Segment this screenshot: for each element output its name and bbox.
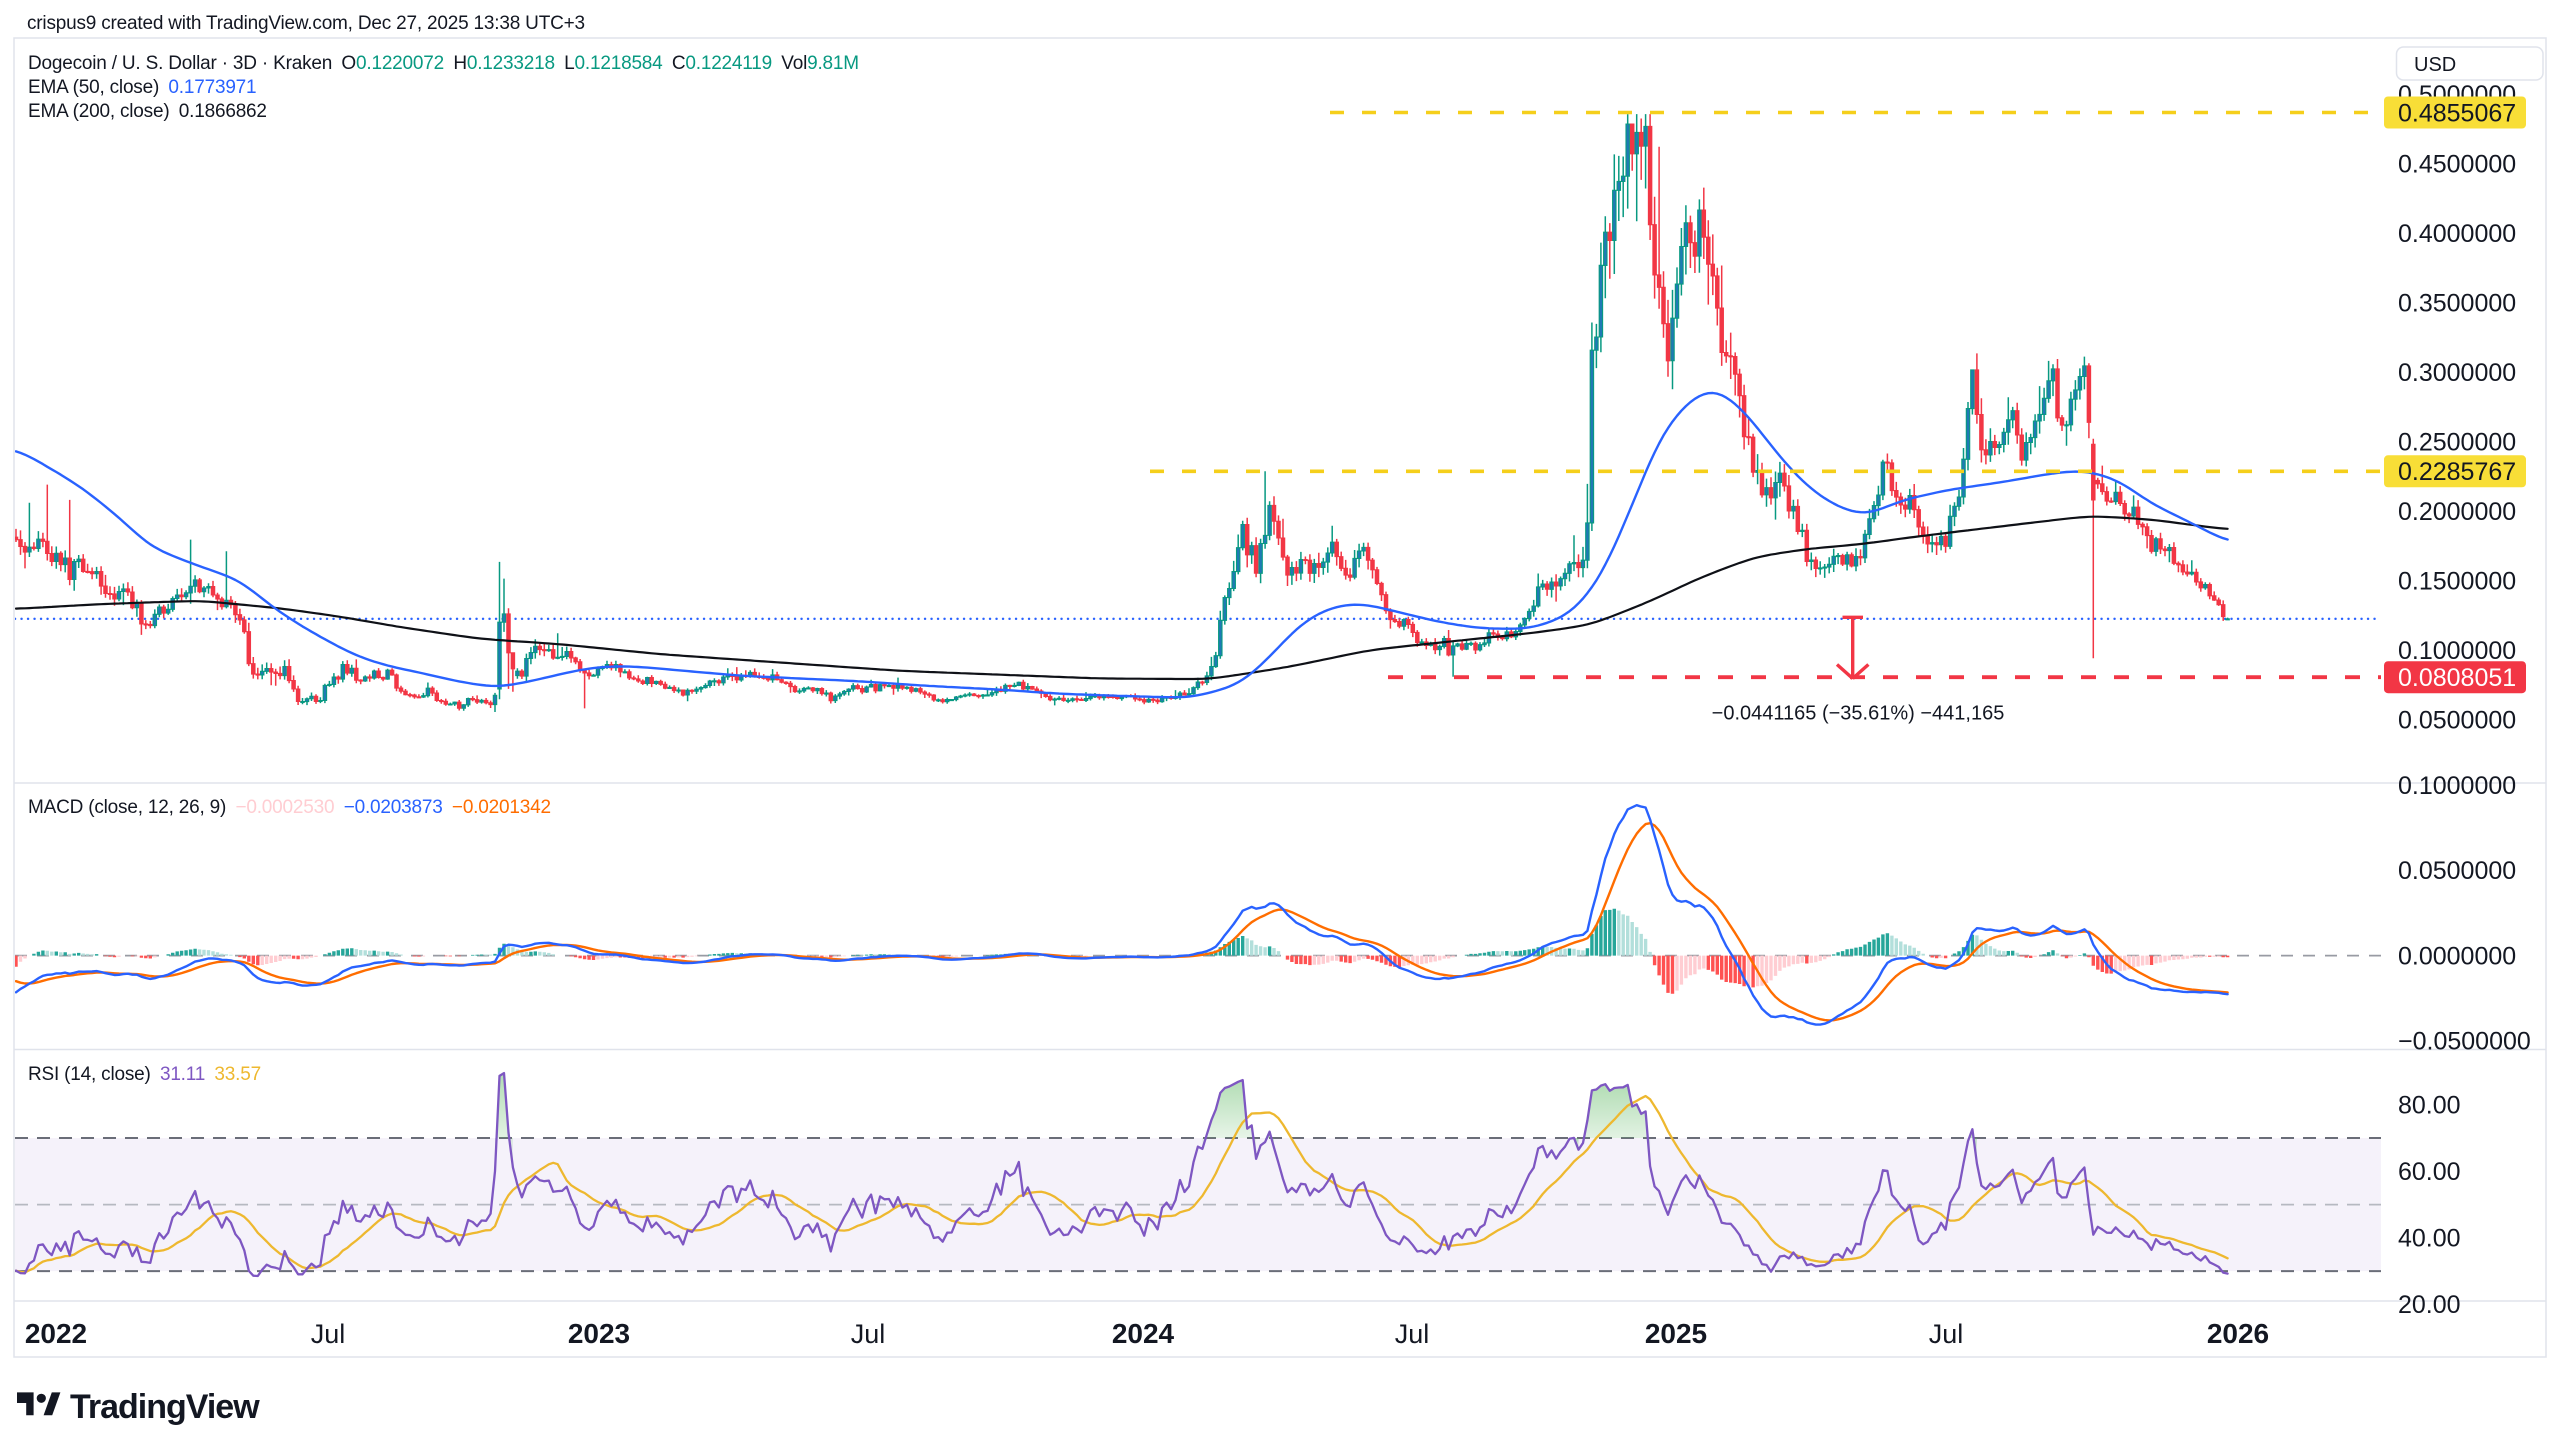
svg-text:Jul: Jul [1929,1319,1964,1349]
svg-text:−0.0441165 (−35.61%) −441,165: −0.0441165 (−35.61%) −441,165 [1712,703,2005,725]
svg-text:0.4855067: 0.4855067 [2398,99,2516,127]
svg-text:Dogecoin / U. S. Dollar · 3D ·: Dogecoin / U. S. Dollar · 3D · Kraken O0… [28,53,859,74]
svg-text:0.2500000: 0.2500000 [2398,428,2516,456]
svg-text:RSI (14, close) 31.11 33.57: RSI (14, close) 31.11 33.57 [28,1064,261,1085]
svg-text:2022: 2022 [25,1318,87,1349]
svg-text:2023: 2023 [568,1318,630,1349]
svg-text:2026: 2026 [2207,1318,2269,1349]
svg-text:2025: 2025 [1645,1318,1707,1349]
svg-text:−0.0500000: −0.0500000 [2398,1028,2531,1056]
svg-text:EMA (200, close) 0.1866862: EMA (200, close) 0.1866862 [28,101,267,122]
svg-text:2024: 2024 [1112,1318,1175,1349]
svg-text:MACD (close, 12, 26, 9) −0.000: MACD (close, 12, 26, 9) −0.0002530 −0.02… [28,797,551,818]
svg-text:40.00: 40.00 [2398,1225,2461,1253]
svg-text:0.0808051: 0.0808051 [2398,664,2516,692]
svg-text:0.1000000: 0.1000000 [2398,637,2516,665]
svg-text:0.0500000: 0.0500000 [2398,706,2516,734]
svg-text:0.3000000: 0.3000000 [2398,359,2516,387]
svg-text:0.2285767: 0.2285767 [2398,458,2516,486]
svg-text:0.0000000: 0.0000000 [2398,942,2516,970]
svg-text:Jul: Jul [851,1319,886,1349]
svg-text:0.1500000: 0.1500000 [2398,567,2516,595]
svg-text:0.4000000: 0.4000000 [2398,220,2516,248]
svg-text:80.00: 80.00 [2398,1092,2461,1120]
svg-text:USD: USD [2414,54,2456,76]
svg-text:0.0500000: 0.0500000 [2398,857,2516,885]
svg-text:0.3500000: 0.3500000 [2398,289,2516,317]
svg-text:Jul: Jul [311,1319,346,1349]
svg-text:TradingView: TradingView [70,1388,260,1426]
svg-text:crispus9 created with TradingV: crispus9 created with TradingView.com, D… [27,13,585,34]
svg-text:EMA (50, close) 0.1773971: EMA (50, close) 0.1773971 [28,77,256,98]
svg-text:0.4500000: 0.4500000 [2398,150,2516,178]
svg-text:Jul: Jul [1395,1319,1430,1349]
svg-text:20.00: 20.00 [2398,1291,2461,1319]
svg-text:0.2000000: 0.2000000 [2398,498,2516,526]
svg-text:0.1000000: 0.1000000 [2398,772,2516,800]
svg-text:60.00: 60.00 [2398,1158,2461,1186]
